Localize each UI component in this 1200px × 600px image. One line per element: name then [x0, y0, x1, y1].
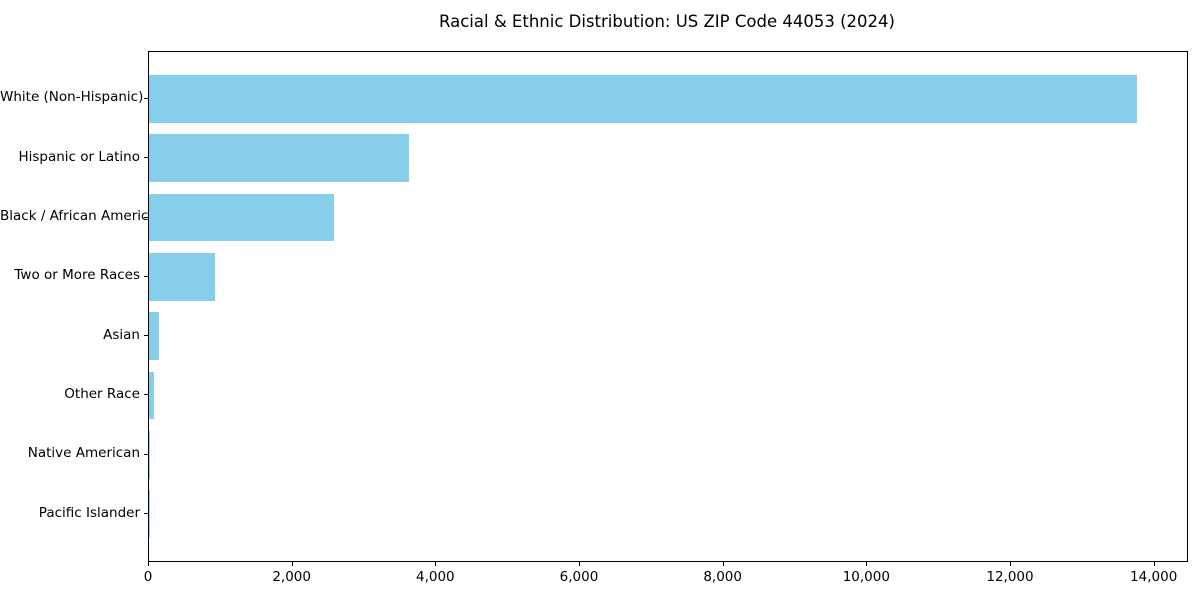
bar — [149, 134, 410, 182]
y-tick-mark — [144, 216, 148, 218]
y-tick-mark — [144, 97, 148, 99]
y-tick-mark — [144, 453, 148, 455]
y-tick-label: Native American — [27, 445, 140, 462]
y-tick-label: Two or More Races — [14, 267, 140, 284]
x-tick-label: 12,000 — [986, 569, 1034, 585]
x-tick-mark — [866, 562, 868, 566]
y-tick-label: Other Race — [64, 385, 140, 402]
y-tick-label: Pacific Islander — [38, 504, 140, 521]
y-tick-mark — [144, 335, 148, 337]
bar — [149, 312, 160, 360]
y-tick-label: White (Non-Hispanic) — [0, 89, 144, 106]
y-tick-label: Hispanic or Latino — [18, 148, 140, 165]
y-tick-label: Black / African American — [0, 208, 166, 224]
bar — [149, 253, 216, 301]
chart-title: Racial & Ethnic Distribution: US ZIP Cod… — [439, 12, 895, 31]
y-tick-label: Asian — [103, 326, 140, 343]
x-tick-label: 10,000 — [842, 569, 890, 585]
bar — [149, 431, 150, 479]
bar — [149, 371, 155, 420]
x-tick-label: 6,000 — [559, 569, 599, 585]
x-tick-label: 2,000 — [272, 569, 311, 585]
x-tick-label: 4,000 — [416, 569, 455, 585]
x-tick-label: 0 — [143, 569, 153, 585]
x-tick-label: 8,000 — [703, 569, 742, 585]
y-tick-mark — [144, 394, 148, 396]
x-tick-mark — [435, 562, 437, 566]
bar — [149, 75, 1138, 123]
x-tick-label: 14,000 — [1130, 569, 1178, 585]
x-tick-mark — [579, 562, 580, 566]
bar — [149, 193, 334, 242]
x-tick-mark — [1153, 562, 1155, 566]
plot-area — [148, 51, 1188, 562]
x-tick-mark — [722, 562, 724, 566]
x-tick-mark — [1010, 562, 1011, 566]
y-tick-mark — [144, 157, 148, 159]
y-tick-mark — [144, 275, 148, 277]
y-tick-mark — [144, 513, 148, 515]
x-tick-mark — [148, 562, 149, 566]
x-tick-mark — [291, 562, 293, 566]
